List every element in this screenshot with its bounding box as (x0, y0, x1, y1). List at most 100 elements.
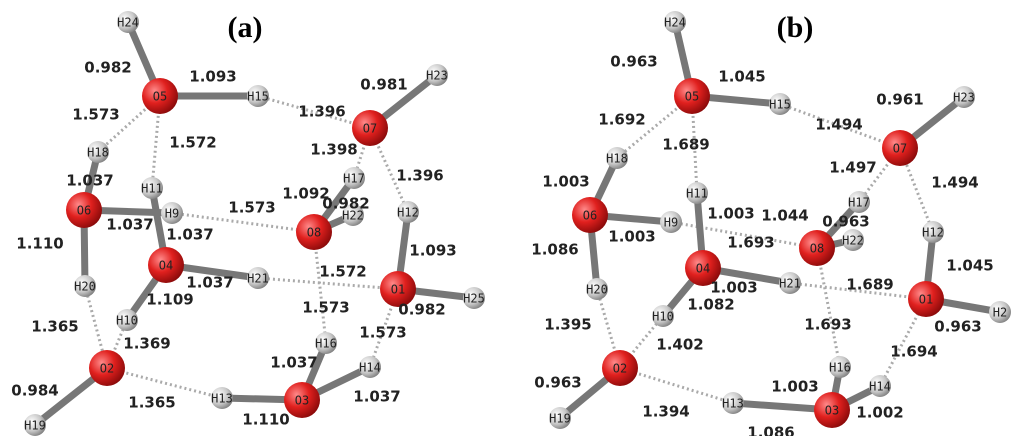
bond-length: 1.003 (542, 173, 589, 191)
bond-length: 0.982 (398, 301, 445, 319)
bond-length: 0.981 (360, 76, 407, 94)
panel-title: (b) (777, 11, 814, 44)
bond-length: 1.110 (242, 411, 289, 429)
bond-length: 1.037 (353, 388, 400, 406)
bond-length: 1.369 (123, 335, 170, 353)
bond-length: 1.693 (804, 316, 851, 334)
atom-label: H19 (24, 419, 46, 433)
bond-length: 1.003 (771, 378, 818, 396)
bond-length: 1.572 (319, 263, 366, 281)
atom-label: O3 (825, 404, 839, 418)
panel-title: (a) (228, 11, 263, 44)
bond-length: 1.037 (106, 216, 153, 234)
atom-label: H23 (953, 91, 975, 105)
bond-length: 1.037 (270, 354, 317, 372)
atom-label: H11 (141, 182, 163, 196)
atom-label: H20 (586, 283, 608, 297)
atom-label: H23 (426, 69, 448, 83)
atom-label: H14 (869, 380, 891, 394)
bond-length: 1.365 (128, 394, 175, 412)
atom-label: O6 (583, 209, 597, 223)
bond-length: 1.003 (707, 205, 754, 223)
atom-label: O8 (307, 226, 321, 240)
bond-length: 1.037 (166, 226, 213, 244)
bond-length: 0.984 (11, 382, 58, 400)
bond-length: 1.494 (931, 174, 978, 192)
bond-length: 1.689 (846, 276, 893, 294)
bond-length: 1.037 (186, 274, 233, 292)
atom-label: H9 (664, 216, 678, 230)
bond-length: 1.573 (359, 324, 406, 342)
atom-label: H12 (397, 206, 419, 220)
atom-label: H17 (343, 172, 365, 186)
bond-length: 1.693 (727, 234, 774, 252)
bond-length: 1.037 (66, 172, 113, 190)
bond-length: 0.963 (822, 213, 869, 231)
atom-label: O1 (919, 293, 933, 307)
bond-length: 1.086 (747, 424, 794, 436)
bond-length: 1.093 (189, 68, 236, 86)
atom-label: H2 (993, 306, 1007, 320)
bond-length: 1.003 (608, 228, 655, 246)
atom-label: O8 (810, 242, 824, 256)
atom-label: O7 (893, 142, 907, 156)
atom-label: H12 (922, 226, 944, 240)
bond-length: 1.365 (31, 318, 78, 336)
atom-label: H20 (74, 280, 96, 294)
bond-length: 1.082 (687, 296, 734, 314)
atom-label: H21 (779, 277, 801, 291)
bond-length: 1.398 (310, 141, 357, 159)
bond-length: 1.045 (946, 257, 993, 275)
bond-length: 1.110 (16, 235, 63, 253)
bond-length: 1.402 (656, 336, 703, 354)
bond-length: 1.396 (396, 167, 443, 185)
bond-length: 0.963 (534, 374, 581, 392)
bond-length: 1.396 (298, 103, 345, 121)
atom-label: H16 (315, 337, 337, 351)
atom-label: H10 (652, 310, 674, 324)
bond-length: 1.692 (598, 111, 645, 129)
atom-label: H24 (117, 16, 139, 30)
atom-label: O7 (363, 122, 377, 136)
bond-length: 1.109 (146, 291, 193, 309)
atom-label: O6 (77, 204, 91, 218)
bond-length: 1.045 (718, 68, 765, 86)
bond-length: 1.694 (890, 343, 937, 361)
atom-label: O2 (613, 362, 627, 376)
atom-label: H15 (769, 98, 791, 112)
bond-length: 1.086 (531, 241, 578, 259)
figure: H24 O5 H15 O7 H23 H18 H11 O6 H9 O4 O8 H17 H22 H12 O1 H2… (0, 0, 1012, 436)
atom-label: H15 (247, 90, 269, 104)
bond-length: 1.395 (544, 316, 591, 334)
atom-label: H18 (87, 146, 109, 160)
bond-length: 0.961 (876, 91, 923, 109)
bond-length: 1.394 (642, 403, 689, 421)
bond-length: 1.494 (815, 116, 862, 134)
atom-label: H25 (463, 292, 485, 306)
bond-length: 0.982 (84, 59, 131, 77)
bond-length: 1.689 (662, 136, 709, 154)
atom-label: O5 (153, 90, 167, 104)
atom-label: H22 (842, 234, 864, 248)
bond-length: 1.093 (409, 242, 456, 260)
atom-label: H19 (549, 412, 571, 426)
atom-label: H16 (829, 361, 851, 375)
bond-length: 1.573 (72, 106, 119, 124)
atom-label: H13 (211, 392, 233, 406)
bond-length: 0.963 (610, 53, 657, 71)
bond-length: 1.044 (761, 207, 808, 225)
atom-label: H11 (686, 187, 708, 201)
bond-length: 1.573 (228, 199, 275, 217)
bond-length: 1.573 (302, 299, 349, 317)
atom-label: O4 (696, 262, 710, 276)
atom-label: H10 (116, 314, 138, 328)
bond-length: 1.002 (856, 404, 903, 422)
bond-length: 0.963 (934, 318, 981, 336)
atom-label: O5 (685, 90, 699, 104)
atom-label: H13 (722, 397, 744, 411)
atom-label: H17 (848, 196, 870, 210)
hydrogen-bond (817, 248, 840, 367)
bond-length: 0.982 (322, 195, 369, 213)
atom-label: O1 (391, 283, 405, 297)
atom-label: H9 (165, 207, 179, 221)
